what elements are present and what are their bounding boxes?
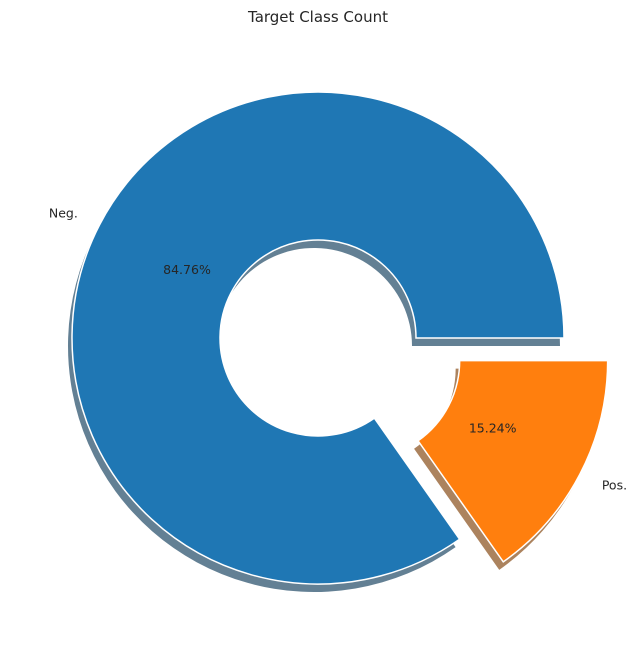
slice-neg	[71, 91, 565, 585]
labels-group: Neg. 84.76% Pos. 15.24%	[49, 205, 627, 492]
slice-pos	[417, 359, 609, 563]
category-label-neg: Neg.	[49, 205, 78, 220]
value-label-neg: 84.76%	[163, 262, 211, 277]
category-label-pos: Pos.	[602, 477, 627, 492]
chart-title: Target Class Count	[247, 8, 388, 26]
value-label-pos: 15.24%	[469, 421, 517, 436]
slices-group	[67, 91, 609, 592]
